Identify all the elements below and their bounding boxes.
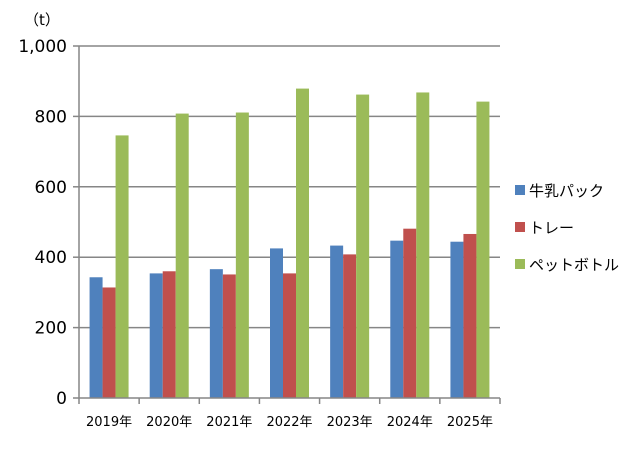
bar [175,113,189,399]
legend-swatch [515,222,525,232]
bar [283,273,296,398]
y-axis-unit-label: （t） [24,11,60,29]
bar [463,233,477,398]
bar [476,101,490,398]
bar [330,245,344,398]
y-tick-label: 800 [35,107,67,127]
bar [149,273,163,398]
legend-swatch [515,185,525,195]
bar [390,240,404,398]
bar [450,241,464,398]
x-tick-label: 2024年 [387,415,433,430]
y-tick-labels: 0 200 400 600 800 1,000 [18,37,67,409]
bar [235,112,249,398]
bar [115,135,129,398]
bar [89,277,103,398]
bar [296,88,309,398]
bar [416,92,430,399]
x-tick-labels: 2019年 2020年 2021年 2022年 2023年 2024年 2025年 [86,415,493,430]
bars [89,88,490,399]
y-tick-label: 0 [56,389,67,409]
bar [403,228,417,398]
x-tick-label: 2022年 [266,415,312,430]
bar [343,254,357,398]
bar [270,248,283,398]
axes [73,45,501,404]
legend-label: ペットボトル [529,256,619,274]
x-tick-label: 2020年 [146,415,192,430]
x-tick-label: 2019年 [86,415,132,430]
legend-label: トレー [529,219,574,237]
bar [102,287,116,398]
x-tick-label: 2021年 [206,415,252,430]
bar [356,94,370,399]
x-tick-label: 2025年 [447,415,493,430]
y-tick-label: 600 [35,178,67,198]
bar [222,274,236,398]
y-tick-label: 200 [35,319,67,339]
bar [162,271,176,398]
legend-label: 牛乳パック [529,182,604,200]
bar [209,269,223,398]
legend-swatch [515,259,525,269]
gridlines [79,45,500,329]
y-tick-label: 400 [35,248,67,268]
y-tick-label: 1,000 [18,37,67,57]
x-tick-label: 2023年 [327,415,373,430]
